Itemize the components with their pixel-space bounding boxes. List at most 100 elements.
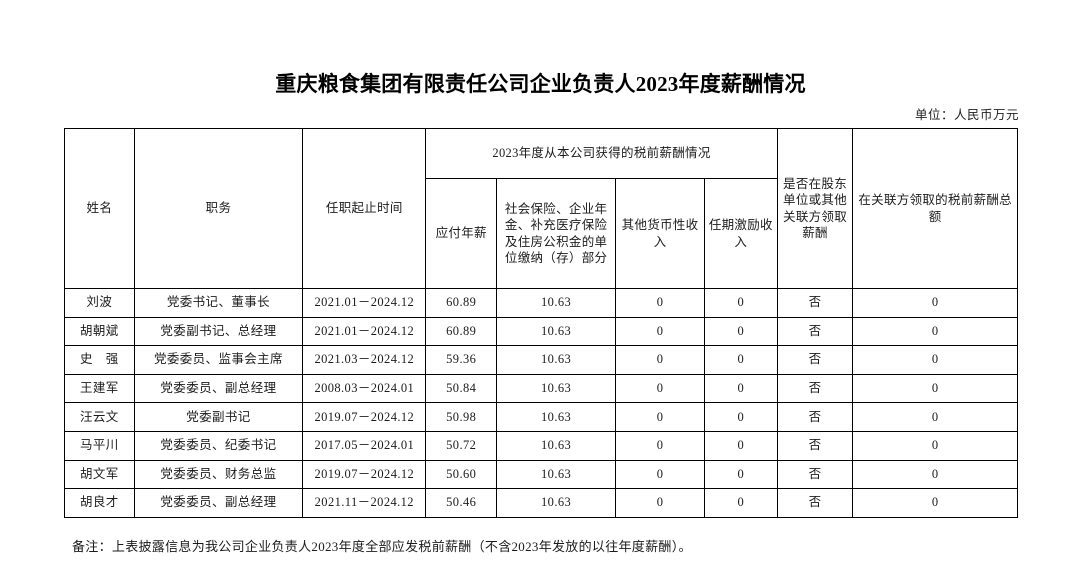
cell-tenure: 2021.01－2024.12 [302, 288, 427, 318]
cell-other-monetary: 0 [615, 316, 705, 347]
cell-name: 胡良才 [64, 488, 135, 518]
cell-tenure: 2017.05－2024.01 [302, 430, 427, 461]
cell-from-shareholder: 否 [776, 316, 854, 347]
cell-position: 党委委员、纪委书记 [133, 430, 304, 461]
cell-social-insurance: 10.63 [496, 316, 617, 347]
cell-related-party-total: 0 [852, 430, 1018, 461]
cell-annual-salary: 50.72 [425, 430, 498, 461]
cell-tenure: 2021.03－2024.12 [302, 345, 427, 375]
page-title: 重庆粮食集团有限责任公司企业负责人2023年度薪酬情况 [275, 72, 806, 96]
cell-other-monetary: 0 [615, 488, 705, 518]
cell-from-shareholder: 否 [776, 430, 854, 461]
salary-table: 姓名 职务 任职起止时间 2023年度从本公司获得的税前薪酬情况 是否在股东单位… [64, 128, 1018, 518]
col-header-related-party-total: 在关联方领取的税前薪酬总额 [852, 128, 1018, 289]
cell-name: 史 强 [64, 345, 135, 375]
cell-annual-salary: 60.89 [425, 288, 498, 318]
cell-annual-salary: 60.89 [425, 316, 498, 347]
header-row-group: 姓名 职务 任职起止时间 2023年度从本公司获得的税前薪酬情况 是否在股东单位… [64, 128, 1018, 289]
col-header-term-incentive: 任期激励收入 [703, 178, 778, 289]
cell-position: 党委副书记、总经理 [133, 316, 304, 347]
cell-name: 马平川 [64, 430, 135, 461]
cell-other-monetary: 0 [615, 459, 705, 490]
cell-term-incentive: 0 [703, 459, 778, 490]
cell-tenure: 2019.07－2024.12 [302, 402, 427, 432]
col-header-from-shareholder: 是否在股东单位或其他关联方领取薪酬 [776, 128, 854, 289]
cell-term-incentive: 0 [703, 488, 778, 518]
col-header-position: 职务 [133, 128, 304, 289]
cell-social-insurance: 10.63 [496, 288, 617, 318]
cell-position: 党委委员、副总经理 [133, 488, 304, 518]
table-body: 刘波 党委书记、董事长 2021.01－2024.12 60.89 10.63 0 0 否 0 胡… [64, 288, 1018, 518]
cell-tenure: 2021.01－2024.12 [302, 316, 427, 347]
cell-social-insurance: 10.63 [496, 373, 617, 404]
cell-other-monetary: 0 [615, 373, 705, 404]
table-head: 姓名 职务 任职起止时间 2023年度从本公司获得的税前薪酬情况 是否在股东单位… [64, 128, 1018, 289]
cell-position: 党委书记、董事长 [133, 288, 304, 318]
cell-tenure: 2021.11－2024.12 [302, 488, 427, 518]
cell-from-shareholder: 否 [776, 288, 854, 318]
col-header-group-pretax-salary: 2023年度从本公司获得的税前薪酬情况 [425, 128, 778, 179]
table-row: 汪云文 党委副书记 2019.07－2024.12 50.98 10.63 0 0 否 0 [64, 402, 1018, 432]
table-row: 王建军 党委委员、副总经理 2008.03－2024.01 50.84 10.63 0 0 否… [64, 373, 1018, 404]
cell-from-shareholder: 否 [776, 345, 854, 375]
col-header-annual-salary: 应付年薪 [425, 178, 498, 289]
cell-social-insurance: 10.63 [496, 488, 617, 518]
cell-tenure: 2019.07－2024.12 [302, 459, 427, 490]
cell-term-incentive: 0 [703, 373, 778, 404]
cell-other-monetary: 0 [615, 430, 705, 461]
cell-tenure: 2008.03－2024.01 [302, 373, 427, 404]
cell-related-party-total: 0 [852, 373, 1018, 404]
cell-related-party-total: 0 [852, 402, 1018, 432]
cell-position: 党委委员、监事会主席 [133, 345, 304, 375]
cell-name: 王建军 [64, 373, 135, 404]
col-header-social-insurance: 社会保险、企业年金、补充医疗保险及住房公积金的单位缴纳（存）部分 [496, 178, 617, 289]
table-row: 史 强党委委员、监事会主席 2021.03－2024.12 59.36 10.63 0 0… [64, 345, 1018, 375]
cell-from-shareholder: 否 [776, 488, 854, 518]
cell-from-shareholder: 否 [776, 402, 854, 432]
table-row: 刘波 党委书记、董事长 2021.01－2024.12 60.89 10.63 0 0 否 0 [64, 288, 1018, 318]
cell-term-incentive: 0 [703, 430, 778, 461]
cell-other-monetary: 0 [615, 288, 705, 318]
table-row: 胡文军 党委委员、财务总监 2019.07－2024.12 50.60 10.63 0 0 否… [64, 459, 1018, 490]
salary-table-container: 姓名 职务 任职起止时间 2023年度从本公司获得的税前薪酬情况 是否在股东单位… [64, 128, 1018, 518]
cell-position: 党委副书记 [133, 402, 304, 432]
cell-related-party-total: 0 [852, 288, 1018, 318]
cell-annual-salary: 59.36 [425, 345, 498, 375]
cell-other-monetary: 0 [615, 345, 705, 375]
cell-from-shareholder: 否 [776, 373, 854, 404]
cell-name: 刘波 [64, 288, 135, 318]
cell-related-party-total: 0 [852, 488, 1018, 518]
cell-name: 胡文军 [64, 459, 135, 490]
cell-term-incentive: 0 [703, 316, 778, 347]
cell-name: 汪云文 [64, 402, 135, 432]
cell-position: 党委委员、财务总监 [133, 459, 304, 490]
col-header-tenure: 任职起止时间 [302, 128, 427, 289]
cell-annual-salary: 50.46 [425, 488, 498, 518]
col-header-other-monetary: 其他货币性收入 [615, 178, 705, 289]
cell-annual-salary: 50.98 [425, 402, 498, 432]
unit-label: 单位：人民币万元 [914, 108, 1019, 122]
table-row: 胡良才 党委委员、副总经理 2021.11－2024.12 50.46 10.63 0 0 否… [64, 488, 1018, 518]
cell-related-party-total: 0 [852, 459, 1018, 490]
col-header-name: 姓名 [64, 128, 135, 289]
cell-term-incentive: 0 [703, 288, 778, 318]
footer-note: 备注：上表披露信息为我公司企业负责人2023年度全部应发税前薪酬（不含2023年… [72, 539, 692, 554]
table-row: 马平川 党委委员、纪委书记 2017.05－2024.01 50.72 10.63 0 0 否… [64, 430, 1018, 461]
cell-related-party-total: 0 [852, 345, 1018, 375]
cell-from-shareholder: 否 [776, 459, 854, 490]
cell-social-insurance: 10.63 [496, 402, 617, 432]
cell-annual-salary: 50.84 [425, 373, 498, 404]
cell-name: 胡朝斌 [64, 316, 135, 347]
cell-social-insurance: 10.63 [496, 430, 617, 461]
cell-other-monetary: 0 [615, 402, 705, 432]
cell-annual-salary: 50.60 [425, 459, 498, 490]
header-row-sub: 应付年薪 社会保险、企业年金、补充医疗保险及住房公积金的单位缴纳（存）部分 其他… [65, 178, 1018, 289]
cell-social-insurance: 10.63 [496, 459, 617, 490]
table-row: 胡朝斌 党委副书记、总经理 2021.01－2024.12 60.89 10.63 0 0 否… [64, 316, 1018, 347]
cell-term-incentive: 0 [703, 345, 778, 375]
cell-related-party-total: 0 [852, 316, 1018, 347]
cell-social-insurance: 10.63 [496, 345, 617, 375]
cell-term-incentive: 0 [703, 402, 778, 432]
cell-position: 党委委员、副总经理 [133, 373, 304, 404]
